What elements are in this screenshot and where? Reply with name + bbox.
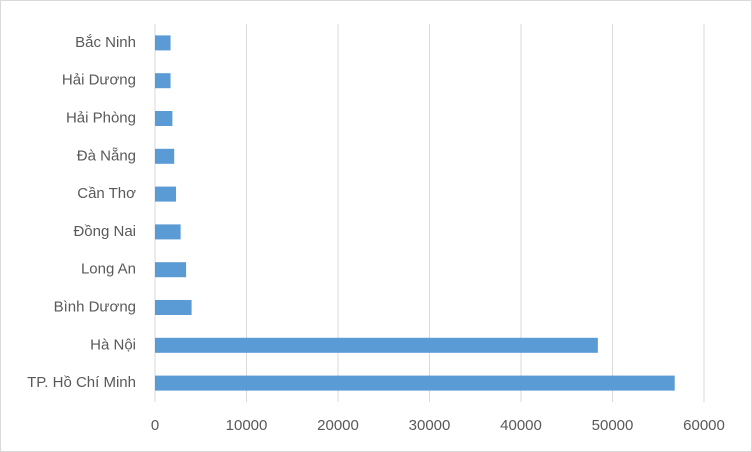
y-tick-label: Hải Phòng [66,109,136,126]
y-tick-label: Cần Thơ [77,185,136,202]
x-tick-label: 10000 [226,417,268,434]
y-tick-label: Đồng Nai [73,223,136,240]
y-tick-label: Bình Dương [54,298,136,315]
y-tick-label: Đà Nẵng [77,147,136,164]
y-tick-label: Bắc Ninh [75,34,136,51]
x-tick-label: 40000 [500,417,542,434]
x-tick-label: 20000 [317,417,359,434]
bar [155,35,171,51]
x-tick-label: 50000 [592,417,634,434]
y-tick-label: TP. Hồ Chí Minh [27,374,136,391]
bar [155,186,177,202]
x-tick-label: 0 [151,417,159,434]
y-tick-label: Hà Nội [90,336,136,353]
bar [155,262,187,278]
bar [155,375,675,391]
x-tick-label: 60000 [683,417,725,434]
bar [155,300,192,315]
bar [155,111,173,126]
bar [155,337,598,353]
bar [155,73,171,89]
y-tick-label: Hải Dương [62,72,136,89]
bar [155,224,181,240]
bar [155,148,175,164]
y-tick-label: Long An [81,261,136,278]
x-tick-label: 30000 [409,417,451,434]
